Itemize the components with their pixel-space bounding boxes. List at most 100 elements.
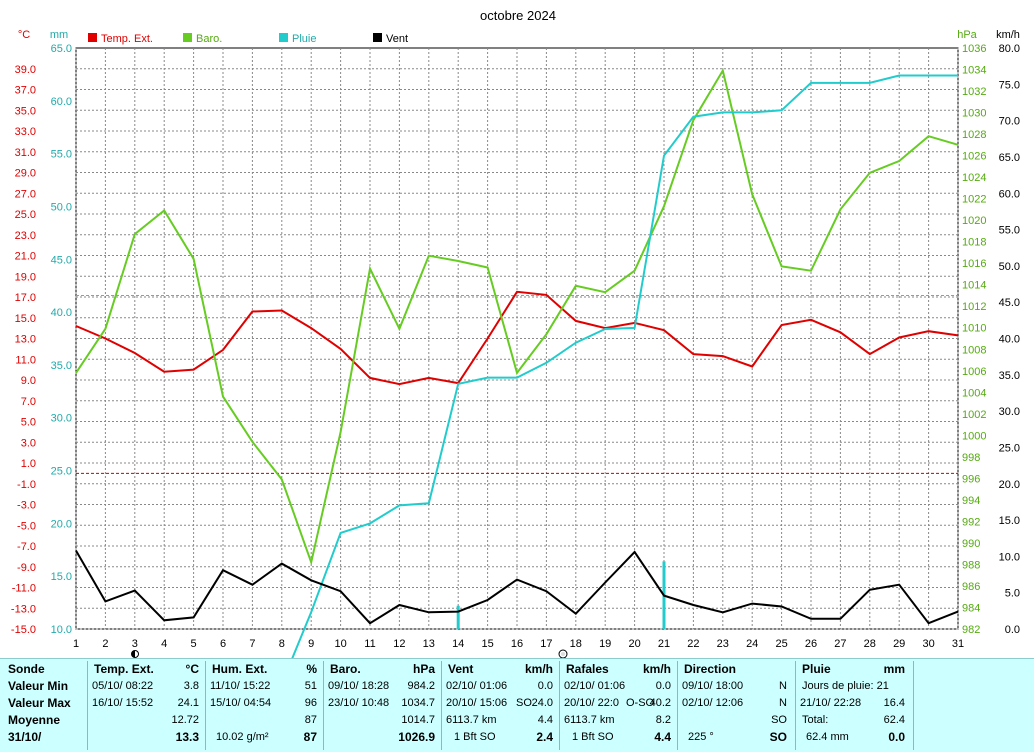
rain-tick-label: 65.0 [51, 43, 72, 55]
hum-min: 51 [304, 680, 317, 692]
rain-title: Pluie [802, 662, 831, 676]
x-tick-label: 5 [191, 638, 197, 650]
temp-max: 24.1 [177, 697, 199, 709]
temp-current: 13.3 [175, 730, 199, 744]
wind-tick-label: 80.0 [999, 43, 1020, 55]
wind-tick-label: 55.0 [999, 225, 1020, 237]
x-tick-label: 14 [452, 638, 464, 650]
x-tick-label: 27 [834, 638, 846, 650]
rain-tick-label: 10.0 [51, 624, 72, 636]
gust-max: 40.2 [649, 697, 671, 709]
rain-total-mm: 62.4 mm [806, 731, 849, 743]
temp-max-date: 16/10/ 15:52 [92, 697, 154, 709]
baro-tick-label: 1034 [962, 65, 986, 77]
temp-tick-label: 13.0 [15, 334, 36, 346]
baro-title: Baro. [330, 662, 361, 676]
wind-tick-label: 60.0 [999, 188, 1020, 200]
label-avg: Moyenne [8, 713, 61, 727]
x-tick-label: 22 [687, 638, 699, 650]
x-tick-label: 17 [540, 638, 552, 650]
rain-tick-label: 40.0 [51, 307, 72, 319]
rain-current: 0.0 [888, 730, 905, 744]
wind-tick-label: 65.0 [999, 152, 1020, 164]
rain-tick-label: 45.0 [51, 254, 72, 266]
rain-days: Jours de pluie: 21 [802, 680, 889, 692]
temp-tick-label: 31.0 [15, 147, 36, 159]
baro-tick-label: 984 [962, 602, 980, 614]
temp-tick-label: -3.0 [17, 500, 36, 512]
summary-humidity: Hum. Ext.% 11/10/ 15:22 51 15/10/ 04:54 96… [206, 661, 324, 750]
temp-tick-label: 9.0 [21, 375, 36, 387]
sonde-header: Sonde [8, 662, 45, 676]
series-lines [75, 67, 959, 658]
wind-max-dir: SO [516, 697, 532, 709]
x-tick-label: 7 [249, 638, 255, 650]
x-tick-label: 26 [805, 638, 817, 650]
hum-absolute: 10.02 g/m² [216, 731, 269, 743]
wind-min-date: 02/10/ 01:06 [446, 680, 508, 692]
temp-tick-label: 23.0 [15, 230, 36, 242]
reference-lines [76, 294, 958, 474]
legend-swatch-wind [373, 33, 382, 42]
summary-baro: Baro. hPa 09/10/ 18:28 984.2 23/10/ 10:48 1… [324, 661, 442, 750]
baro-tick-label: 1036 [962, 43, 986, 55]
series-line [75, 290, 959, 386]
legend-label-temp: Temp. Ext. [101, 33, 153, 45]
rain-tick-label: 30.0 [51, 413, 72, 425]
rain-tick-label: 60.0 [51, 96, 72, 108]
x-tick-label: 23 [717, 638, 729, 650]
series-line [75, 67, 959, 566]
rain-tick-label: 25.0 [51, 466, 72, 478]
summary-direction: Direction 09/10/ 18:00 N 02/10/ 12:06 N SO… [678, 661, 796, 750]
temp-tick-label: 33.0 [15, 126, 36, 138]
baro-min-date: 09/10/ 18:28 [328, 680, 390, 692]
baro-tick-label: 1006 [962, 366, 986, 378]
temp-tick-label: 17.0 [15, 292, 36, 304]
wind-tick-label: 5.0 [1005, 588, 1020, 600]
gust-max-dir: O-SO [626, 697, 655, 709]
x-tick-label: 9 [308, 638, 314, 650]
rain-bar [456, 605, 460, 629]
temp-tick-label: 25.0 [15, 209, 36, 221]
wind-min: 0.0 [537, 680, 553, 692]
wind-tick-label: 70.0 [999, 116, 1020, 128]
dir-max: N [779, 697, 787, 709]
baro-tick-label: 1002 [962, 409, 986, 421]
x-tick-label: 3 [132, 638, 138, 650]
gust-distance: 6113.7 km [564, 714, 615, 726]
temp-tick-label: 1.0 [21, 458, 36, 470]
summary-gust: Rafales km/h 02/10/ 01:06 0.0 20/10/ 22:0 O… [560, 661, 678, 750]
chart-title: octobre 2024 [480, 8, 556, 23]
x-tick-label: 15 [481, 638, 493, 650]
x-tick-label: 24 [746, 638, 758, 650]
dir-min: N [779, 680, 787, 692]
baro-tick-label: 1024 [962, 172, 986, 184]
baro-tick-label: 1030 [962, 108, 986, 120]
x-tick-label: 11 [364, 638, 375, 650]
moon-full-icon [558, 649, 568, 658]
hum-avg: 87 [304, 714, 317, 726]
summary-temp: Temp. Ext. °C 05/10/ 08:22 3.8 16/10/ 15:5… [88, 661, 206, 750]
rain-unit-label: mm [50, 29, 68, 41]
hum-title: Hum. Ext. [212, 662, 268, 676]
wind-tick-label: 0.0 [1005, 624, 1020, 636]
label-max: Valeur Max [8, 696, 71, 710]
baro-tick-label: 1028 [962, 129, 986, 141]
temp-tick-label: 27.0 [15, 188, 36, 200]
temp-tick-label: 39.0 [15, 64, 36, 76]
rain-total-label: Total: [802, 714, 829, 726]
baro-tick-label: 1012 [962, 301, 986, 313]
dir-degrees: 225 ° [688, 731, 714, 743]
x-tick-label: 19 [599, 638, 611, 650]
summary-rain: Pluie mm Jours de pluie: 21 21/10/ 22:28 1… [796, 661, 914, 750]
baro-tick-label: 1010 [962, 323, 986, 335]
legend-label-wind: Vent [386, 33, 408, 45]
temp-tick-label: 7.0 [21, 396, 36, 408]
x-tick-label: 12 [393, 638, 405, 650]
temp-tick-label: 35.0 [15, 105, 36, 117]
temp-title: Temp. Ext. [94, 662, 154, 676]
wind-avg: 4.4 [537, 714, 553, 726]
baro-tick-label: 986 [962, 581, 980, 593]
label-current: 31/10/ [8, 730, 42, 744]
temp-tick-label: -5.0 [17, 520, 36, 532]
